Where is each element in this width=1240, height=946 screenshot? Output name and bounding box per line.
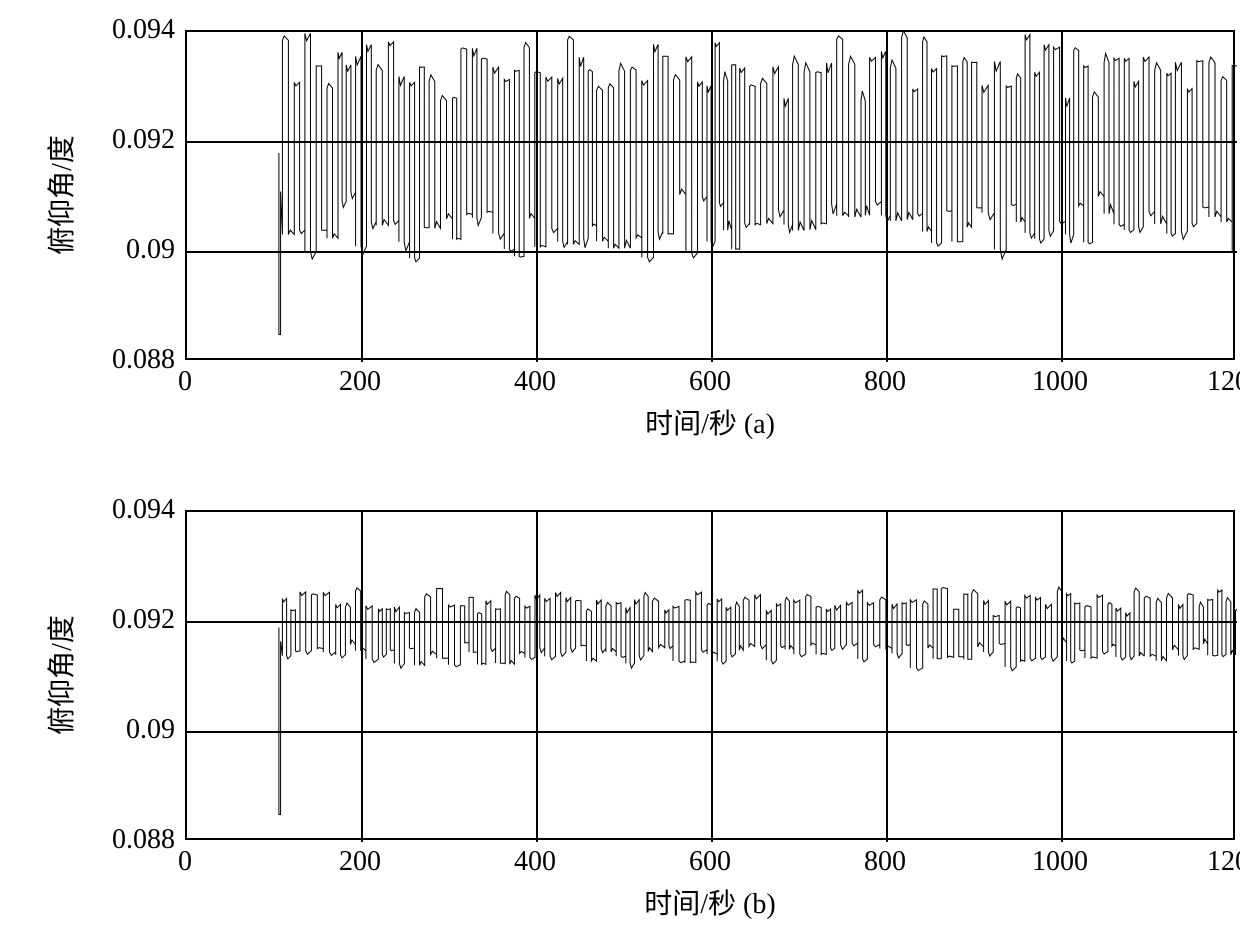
xtick-label: 1000 (1032, 366, 1088, 398)
chart-a-plot (185, 30, 1235, 360)
chart-b-svg (187, 512, 1237, 842)
ytick-label: 0.094 (32, 494, 175, 526)
xtick-label: 400 (514, 366, 556, 398)
chart-b-xlabel: 时间/秒 (b) (644, 882, 775, 922)
chart-b-container: 俯仰角/度 0.0880.090.0920.094 02004006008001… (30, 500, 1210, 930)
xtick-label: 1000 (1032, 846, 1088, 878)
xtick-label: 600 (689, 846, 731, 878)
ytick-label: 0.092 (32, 124, 175, 156)
xtick-label: 0 (178, 366, 192, 398)
chart-a-xticks: 020040060080010001200 (185, 366, 1235, 406)
chart-b-yticks: 0.0880.090.0920.094 (30, 510, 175, 840)
xtick-label: 1200 (1207, 846, 1240, 878)
ytick-label: 0.09 (32, 234, 175, 266)
ytick-label: 0.088 (32, 344, 175, 376)
xtick-label: 800 (864, 846, 906, 878)
ytick-label: 0.092 (32, 604, 175, 636)
xtick-label: 0 (178, 846, 192, 878)
xtick-label: 200 (339, 366, 381, 398)
xtick-label: 200 (339, 846, 381, 878)
xtick-label: 600 (689, 366, 731, 398)
ytick-label: 0.088 (32, 824, 175, 856)
ytick-label: 0.09 (32, 714, 175, 746)
xtick-label: 1200 (1207, 366, 1240, 398)
xtick-label: 400 (514, 846, 556, 878)
chart-a-yticks: 0.0880.090.0920.094 (30, 30, 175, 360)
chart-b-plot (185, 510, 1235, 840)
ytick-label: 0.094 (32, 14, 175, 46)
chart-a-xlabel: 时间/秒 (a) (645, 402, 775, 442)
chart-a-svg (187, 32, 1237, 362)
chart-a-container: 俯仰角/度 0.0880.090.0920.094 02004006008001… (30, 20, 1210, 450)
chart-b-xticks: 020040060080010001200 (185, 846, 1235, 886)
xtick-label: 800 (864, 366, 906, 398)
